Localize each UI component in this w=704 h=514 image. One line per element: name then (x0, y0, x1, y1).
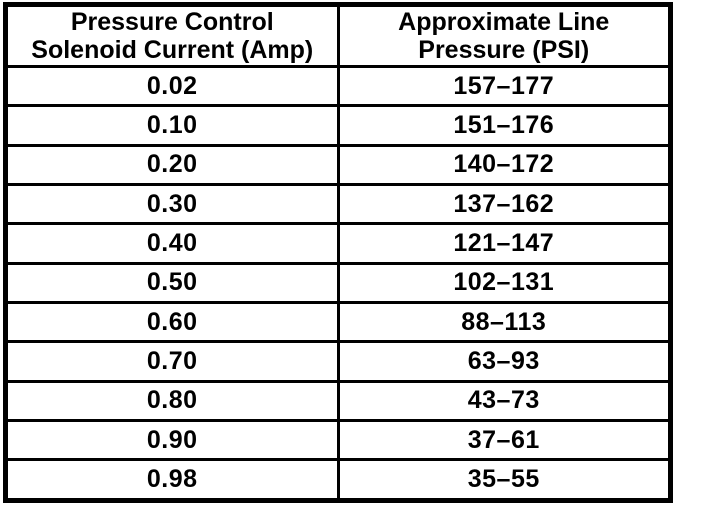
header-row: Pressure Control Solenoid Current (Amp) … (4, 3, 672, 68)
pressure-cell: 137–162 (336, 182, 672, 226)
column-header-solenoid-current: Pressure Control Solenoid Current (Amp) (4, 3, 340, 68)
table-body: 0.02 157–177 0.10 151–176 0.20 140–172 0… (4, 64, 672, 502)
current-cell: 0.98 (4, 458, 340, 502)
current-cell: 0.90 (4, 418, 340, 462)
current-cell: 0.70 (4, 340, 340, 383)
table-row: 0.40 121–147 (4, 222, 672, 265)
table-row: 0.60 88–113 (4, 300, 672, 344)
header-line: Pressure Control (70, 8, 274, 36)
header-line: Pressure (PSI) (418, 36, 590, 64)
current-cell: 0.20 (4, 143, 340, 186)
current-cell: 0.02 (4, 64, 340, 108)
column-header-line-pressure: Approximate Line Pressure (PSI) (336, 3, 672, 68)
table-row: 0.30 137–162 (4, 182, 672, 226)
current-cell: 0.80 (4, 379, 340, 422)
table-row: 0.70 63–93 (4, 340, 672, 383)
table-row: 0.90 37–61 (4, 418, 672, 462)
table-row: 0.50 102–131 (4, 261, 672, 304)
pressure-cell: 37–61 (336, 418, 672, 462)
current-cell: 0.40 (4, 222, 340, 265)
table-row: 0.10 151–176 (4, 104, 672, 147)
table-row: 0.98 35–55 (4, 458, 672, 502)
pressure-cell: 43–73 (336, 379, 672, 422)
current-cell: 0.30 (4, 182, 340, 226)
pressure-cell: 88–113 (336, 300, 672, 344)
pressure-cell: 121–147 (336, 222, 672, 265)
header-line: Approximate Line (398, 8, 610, 36)
pressure-cell: 157–177 (336, 64, 672, 108)
table-row: 0.02 157–177 (4, 64, 672, 108)
current-cell: 0.60 (4, 300, 340, 344)
pressure-cell: 151–176 (336, 104, 672, 147)
pressure-current-table: Pressure Control Solenoid Current (Amp) … (3, 2, 673, 503)
header-line: Solenoid Current (Amp) (31, 36, 314, 64)
pressure-cell: 35–55 (336, 458, 672, 502)
current-cell: 0.50 (4, 261, 340, 304)
pressure-cell: 140–172 (336, 143, 672, 186)
pressure-cell: 63–93 (336, 340, 672, 383)
current-cell: 0.10 (4, 104, 340, 147)
table-row: 0.80 43–73 (4, 379, 672, 422)
table-header: Pressure Control Solenoid Current (Amp) … (4, 3, 672, 68)
table-row: 0.20 140–172 (4, 143, 672, 186)
pressure-cell: 102–131 (336, 261, 672, 304)
